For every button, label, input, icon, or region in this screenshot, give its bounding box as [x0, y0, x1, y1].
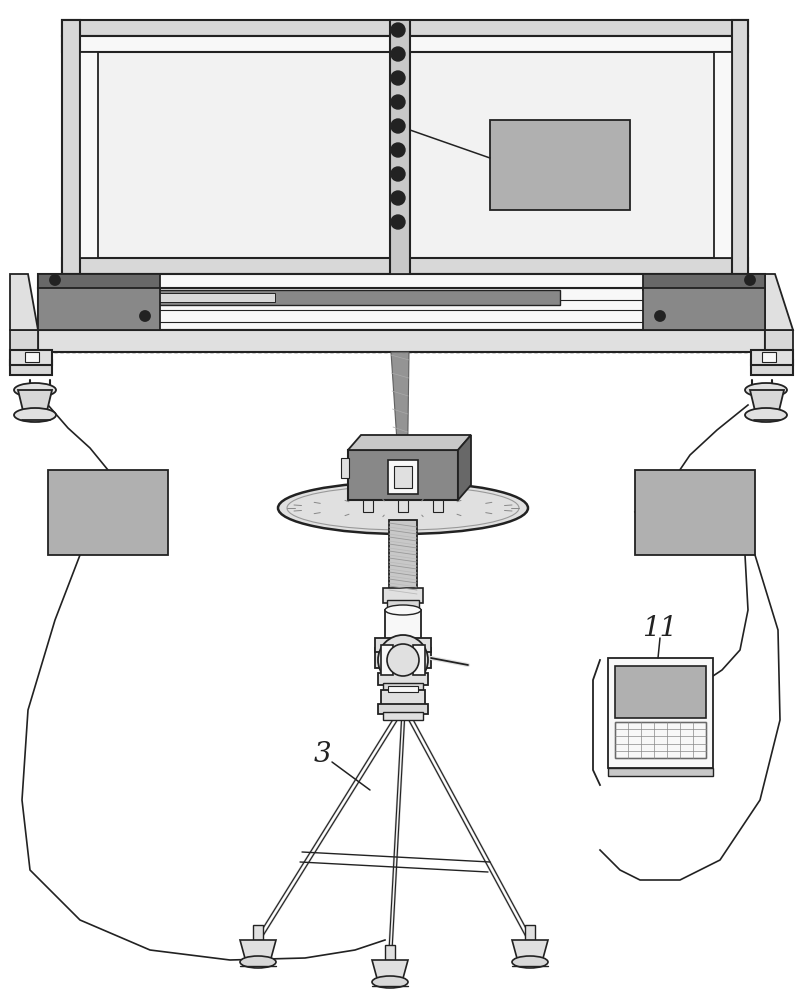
Bar: [383, 712, 423, 720]
Bar: [388, 520, 416, 590]
Bar: [607, 658, 712, 768]
Ellipse shape: [277, 482, 528, 534]
Polygon shape: [240, 940, 276, 962]
Polygon shape: [10, 350, 52, 365]
Bar: [761, 352, 775, 362]
Bar: [384, 610, 420, 640]
Bar: [489, 120, 630, 210]
Ellipse shape: [512, 956, 547, 968]
Bar: [607, 768, 712, 776]
Bar: [614, 722, 705, 758]
Circle shape: [391, 191, 404, 205]
Polygon shape: [62, 258, 747, 274]
Bar: [378, 673, 427, 685]
Bar: [398, 500, 407, 512]
Polygon shape: [18, 390, 52, 415]
Bar: [384, 945, 395, 960]
Text: 3: 3: [313, 742, 330, 768]
Ellipse shape: [14, 383, 56, 397]
Bar: [253, 925, 263, 940]
Bar: [387, 686, 418, 692]
Polygon shape: [749, 390, 783, 415]
Bar: [100, 290, 559, 305]
Ellipse shape: [240, 956, 276, 968]
Polygon shape: [38, 274, 764, 288]
Circle shape: [744, 275, 754, 285]
Circle shape: [391, 215, 404, 229]
Bar: [48, 470, 168, 555]
Text: 11: 11: [642, 614, 677, 642]
Bar: [387, 460, 418, 494]
Polygon shape: [347, 435, 471, 450]
Bar: [614, 666, 705, 718]
Polygon shape: [80, 52, 98, 258]
Circle shape: [391, 167, 404, 181]
Bar: [383, 683, 423, 691]
Circle shape: [140, 311, 150, 321]
Circle shape: [391, 47, 404, 61]
Ellipse shape: [384, 605, 420, 615]
Polygon shape: [390, 20, 410, 274]
Circle shape: [391, 23, 404, 37]
Circle shape: [391, 119, 404, 133]
Polygon shape: [380, 645, 392, 675]
Polygon shape: [391, 352, 408, 502]
Bar: [387, 600, 419, 612]
Circle shape: [387, 644, 419, 676]
Polygon shape: [38, 288, 160, 330]
Ellipse shape: [371, 976, 407, 988]
Polygon shape: [10, 330, 38, 358]
Bar: [432, 500, 443, 512]
Polygon shape: [764, 330, 792, 358]
Polygon shape: [731, 20, 747, 274]
Bar: [380, 690, 424, 706]
Polygon shape: [412, 645, 424, 675]
Bar: [375, 638, 431, 652]
Bar: [525, 925, 534, 940]
Bar: [383, 588, 423, 603]
Polygon shape: [10, 274, 38, 330]
Polygon shape: [642, 288, 764, 330]
Bar: [98, 52, 713, 258]
Polygon shape: [750, 360, 792, 375]
Bar: [341, 458, 349, 478]
Polygon shape: [371, 960, 407, 982]
Circle shape: [391, 71, 404, 85]
Polygon shape: [713, 52, 731, 258]
Polygon shape: [38, 288, 764, 330]
Circle shape: [654, 311, 664, 321]
Bar: [394, 466, 411, 488]
Circle shape: [378, 635, 427, 685]
Ellipse shape: [744, 383, 786, 397]
Bar: [347, 450, 457, 500]
Polygon shape: [62, 20, 747, 36]
Polygon shape: [62, 20, 80, 274]
Polygon shape: [62, 36, 747, 52]
Polygon shape: [10, 360, 52, 375]
Bar: [25, 352, 39, 362]
Circle shape: [391, 95, 404, 109]
Polygon shape: [38, 330, 764, 352]
Bar: [115, 293, 274, 302]
Polygon shape: [512, 940, 547, 962]
Polygon shape: [764, 274, 792, 330]
Polygon shape: [642, 274, 764, 290]
Polygon shape: [38, 274, 160, 290]
Bar: [378, 704, 427, 714]
Circle shape: [50, 275, 60, 285]
Polygon shape: [375, 648, 431, 668]
Ellipse shape: [14, 408, 56, 422]
Ellipse shape: [744, 408, 786, 422]
Polygon shape: [750, 350, 792, 365]
Circle shape: [391, 143, 404, 157]
Polygon shape: [457, 435, 471, 500]
Bar: [363, 500, 373, 512]
Bar: [634, 470, 754, 555]
